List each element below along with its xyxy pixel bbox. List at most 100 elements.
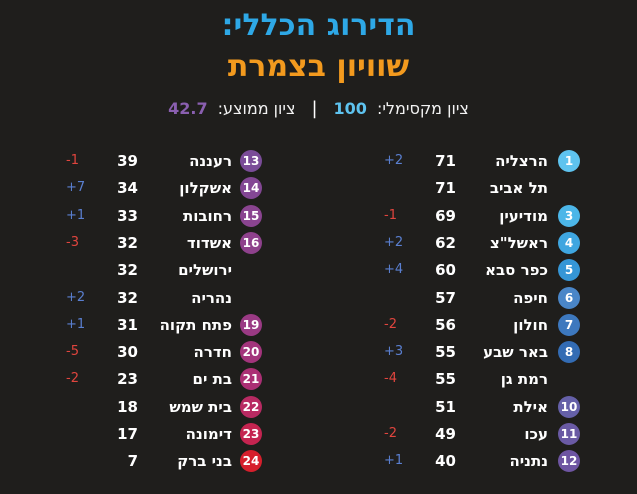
city-score: 17 (117, 425, 138, 443)
ranking-row: 5 כפר סבא 60 +4 (326, 259, 626, 285)
rank-change: +2 (384, 234, 404, 250)
rank-change: -2 (384, 426, 397, 441)
city-name: עכו (524, 425, 548, 443)
city-name: הרצליה (495, 152, 548, 170)
city-name: רחובות (182, 206, 232, 225)
city-name: חולון (513, 315, 548, 334)
rank-badge: 6 (558, 286, 580, 309)
city-name: דימונה (185, 425, 232, 443)
city-name: ראשל"צ (489, 233, 548, 252)
ranking-row: 1 הרצליה 71 +2 (326, 150, 626, 176)
rank-change: -3 (66, 234, 79, 250)
city-score: 56 (435, 315, 456, 334)
avg-score-value: 42.7 (168, 99, 208, 118)
ranking-row: נהריה 32 +2 (40, 287, 340, 313)
city-score: 18 (117, 397, 138, 416)
ranking-row: 22 בית שמש 18 (40, 395, 340, 422)
city-name: רמת גן (500, 370, 548, 389)
title-line-1: הדירוג הכללי: (221, 8, 416, 43)
city-score: 32 (117, 233, 138, 252)
city-name: באר שבע (483, 343, 548, 362)
rank-change: +1 (66, 316, 86, 332)
rank-change: -2 (384, 316, 397, 332)
ranking-row: 13 רעננה 39 -1 (40, 150, 340, 176)
rank-badge: 23 (240, 423, 262, 445)
rank-badge: 3 (558, 204, 580, 227)
city-score: 40 (435, 452, 456, 471)
rank-change: +2 (384, 153, 404, 168)
ranking-row: 11 עכו 49 -2 (326, 423, 626, 449)
city-score: 60 (435, 261, 456, 280)
rank-badge: 1 (558, 150, 580, 172)
city-name: בני ברק (177, 452, 232, 471)
rank-change: -1 (384, 207, 397, 223)
rank-change: -1 (66, 153, 79, 168)
ranking-row: ירושלים 32 (40, 259, 340, 285)
rank-change: +1 (66, 207, 86, 223)
rank-change: +7 (66, 180, 86, 196)
rank-change: -2 (66, 371, 79, 387)
city-name: אילת (513, 397, 548, 416)
city-name: ירושלים (178, 261, 232, 280)
city-name: חדרה (193, 343, 232, 362)
ranking-row: 8 באר שבע 55 +3 (326, 341, 626, 367)
rank-badge: 24 (240, 450, 262, 473)
city-score: 39 (117, 152, 138, 170)
ranking-row: 15 רחובות 33 +1 (40, 204, 340, 231)
max-score-value: 100 (333, 99, 367, 118)
ranking-row: 4 ראשל"צ 62 +2 (326, 231, 626, 258)
city-score: 57 (435, 288, 456, 307)
rank-badge: 10 (558, 395, 580, 418)
city-score: 71 (435, 152, 456, 170)
city-name: נתניה (509, 452, 548, 471)
max-score-label: ציון מקסימלי: (376, 99, 469, 118)
ranking-row: 23 דימונה 17 (40, 423, 340, 449)
rank-change: +2 (66, 289, 86, 305)
rank-badge: 14 (240, 177, 262, 200)
ranking-row: 14 אשקלון 34 +7 (40, 177, 340, 203)
city-name: נהריה (191, 288, 232, 307)
rank-badge: 4 (558, 231, 580, 254)
ranking-row: 7 חולון 56 -2 (326, 313, 626, 340)
rank-badge: 5 (558, 259, 580, 282)
city-score: 33 (117, 206, 138, 225)
city-score: 7 (127, 452, 138, 471)
city-score: 32 (117, 261, 138, 280)
city-score: 34 (117, 179, 138, 198)
city-score: 31 (117, 315, 138, 334)
ranking-row: 10 אילת 51 (326, 395, 626, 422)
rank-badge: 16 (240, 231, 262, 254)
ranking-row: 16 אשדוד 32 -3 (40, 231, 340, 258)
summary-separator: | (311, 98, 318, 119)
rank-badge: 12 (558, 450, 580, 473)
city-name: בית שמש (169, 397, 232, 416)
city-score: 32 (117, 288, 138, 307)
city-score: 71 (435, 179, 456, 198)
city-name: תל אביב (489, 179, 548, 198)
ranking-row: תל אביב 71 (326, 177, 626, 203)
rank-badge: 22 (240, 395, 262, 418)
rank-change: +4 (384, 262, 404, 278)
rank-change: -5 (66, 344, 79, 360)
ranking-row: 21 בת ים 23 -2 (40, 368, 340, 394)
city-name: בת ים (192, 370, 232, 389)
avg-score-label: ציון ממוצע: (217, 99, 296, 118)
rank-badge: 7 (558, 313, 580, 336)
city-name: חיפה (513, 288, 548, 307)
city-score: 55 (435, 370, 456, 389)
rank-badge: 11 (558, 423, 580, 445)
ranking-row: 19 פתח תקוה 31 +1 (40, 313, 340, 340)
rank-badge: 19 (240, 313, 262, 336)
city-name: אשקלון (179, 179, 232, 198)
city-score: 49 (435, 425, 456, 443)
city-name: אשדוד (186, 233, 232, 252)
rank-badge: 15 (240, 204, 262, 227)
ranking-row: 24 בני ברק 7 (40, 450, 340, 476)
rank-change: +3 (384, 344, 404, 360)
ranking-row: 12 נתניה 40 +1 (326, 450, 626, 476)
ranking-row: רמת גן 55 -4 (326, 368, 626, 394)
city-score: 30 (117, 343, 138, 362)
city-name: רעננה (189, 152, 232, 170)
city-score: 69 (435, 206, 456, 225)
ranking-row: 20 חדרה 30 -5 (40, 341, 340, 367)
